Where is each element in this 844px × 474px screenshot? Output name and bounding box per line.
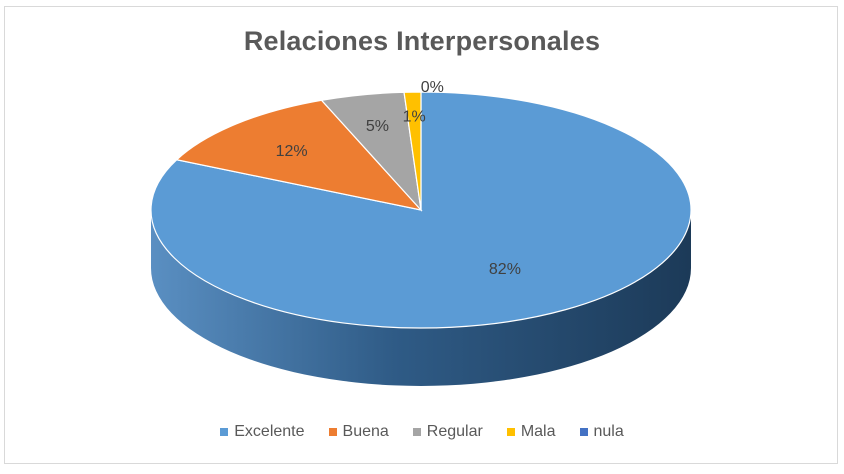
chart-legend: Excelente Buena Regular Mala nula bbox=[0, 423, 844, 441]
legend-item-buena: Buena bbox=[328, 423, 389, 441]
chart-title: Relaciones Interpersonales bbox=[243, 26, 601, 56]
legend-label: Regular bbox=[426, 423, 483, 440]
legend-item-regular: Regular bbox=[412, 423, 483, 441]
pie-slice-buena bbox=[175, 99, 423, 211]
legend-label: Excelente bbox=[234, 423, 305, 440]
data-label-excelente: 82% bbox=[489, 261, 521, 278]
legend-item-nula: nula bbox=[579, 423, 624, 441]
legend-swatch bbox=[328, 428, 337, 436]
legend-label: nula bbox=[593, 423, 624, 440]
legend-swatch bbox=[412, 428, 421, 436]
legend-label: Mala bbox=[520, 423, 556, 440]
data-label-buena: 12% bbox=[276, 143, 308, 160]
pie-side-wall bbox=[151, 210, 691, 386]
data-label-regular: 5% bbox=[366, 118, 389, 135]
data-label-mala: 1% bbox=[403, 109, 426, 126]
legend-item-excelente: Excelente bbox=[220, 423, 305, 441]
legend-item-mala: Mala bbox=[506, 423, 556, 441]
legend-swatch bbox=[506, 428, 515, 436]
data-label-nula: 0% bbox=[421, 79, 444, 96]
legend-swatch bbox=[220, 428, 229, 436]
legend-swatch bbox=[579, 428, 588, 436]
pie-slice-mala bbox=[403, 91, 422, 211]
legend-label: Buena bbox=[342, 423, 389, 440]
